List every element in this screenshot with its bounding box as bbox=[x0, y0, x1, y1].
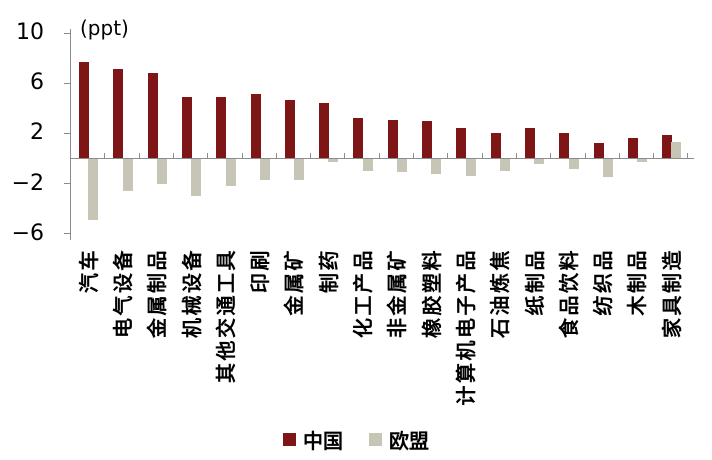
y-tick bbox=[64, 183, 70, 185]
x-tick bbox=[687, 152, 689, 159]
bar-eu bbox=[294, 158, 305, 180]
category-label: 机械设备 bbox=[179, 248, 204, 338]
y-tick-label: −6 bbox=[11, 220, 44, 246]
category-label: 石油炼焦 bbox=[488, 248, 513, 338]
bar-eu bbox=[328, 158, 339, 163]
bar-eu bbox=[637, 158, 648, 163]
bar-china bbox=[456, 128, 467, 159]
category-label: 金属制品 bbox=[145, 248, 170, 338]
bar-eu bbox=[431, 158, 442, 174]
category-label: 木制品 bbox=[625, 248, 650, 316]
legend-item-china: 中国 bbox=[283, 425, 343, 454]
x-tick bbox=[207, 152, 209, 159]
bar-eu bbox=[534, 158, 545, 164]
bar-eu bbox=[568, 158, 579, 169]
x-tick bbox=[550, 152, 552, 159]
bar-china bbox=[181, 97, 192, 159]
category-label: 其他交通工具 bbox=[213, 248, 238, 383]
x-tick bbox=[515, 152, 517, 159]
bar-china bbox=[353, 118, 364, 159]
bar-china bbox=[490, 133, 501, 159]
bar-eu bbox=[259, 158, 270, 180]
bar-china bbox=[79, 61, 89, 159]
x-tick bbox=[275, 152, 277, 159]
bar-eu bbox=[362, 158, 373, 172]
y-tick-label: 10 bbox=[16, 20, 44, 45]
y-tick bbox=[64, 132, 70, 134]
bar-eu bbox=[499, 158, 510, 172]
bar-china bbox=[627, 138, 638, 159]
bar-china bbox=[387, 119, 398, 159]
y-tick-label: −2 bbox=[11, 170, 44, 196]
category-label: 纸制品 bbox=[522, 248, 547, 316]
bar-china bbox=[524, 128, 535, 159]
x-tick bbox=[310, 152, 312, 159]
category-label: 制药 bbox=[316, 248, 341, 293]
legend-swatch-eu bbox=[369, 432, 382, 446]
x-tick bbox=[344, 152, 346, 159]
category-label: 家具制造 bbox=[659, 248, 684, 338]
category-label: 非金属矿 bbox=[385, 248, 410, 338]
category-label: 橡胶塑料 bbox=[419, 248, 444, 338]
x-tick bbox=[138, 152, 140, 159]
category-label: 电气设备 bbox=[110, 248, 135, 338]
x-axis-line bbox=[70, 158, 694, 159]
bar-eu bbox=[465, 158, 476, 177]
y-tick-label: 6 bbox=[30, 70, 44, 96]
x-tick bbox=[653, 152, 655, 159]
category-label: 印刷 bbox=[248, 248, 273, 293]
bar-china bbox=[559, 133, 570, 159]
bar-china bbox=[319, 103, 330, 159]
y-tick bbox=[64, 82, 70, 84]
bar-eu bbox=[602, 158, 613, 178]
bar-china bbox=[147, 73, 158, 159]
bar-china bbox=[422, 120, 432, 159]
x-tick bbox=[481, 152, 483, 159]
category-label: 食品饮料 bbox=[556, 248, 581, 338]
x-tick bbox=[413, 152, 414, 159]
bar-eu bbox=[225, 158, 236, 187]
bar-eu bbox=[671, 142, 682, 159]
x-tick bbox=[241, 152, 243, 159]
bar-china bbox=[284, 99, 295, 159]
x-tick bbox=[584, 152, 586, 159]
category-label: 纺织品 bbox=[591, 248, 616, 316]
bar-eu bbox=[88, 158, 99, 220]
y-axis-line bbox=[70, 29, 71, 240]
legend-swatch-china bbox=[283, 432, 296, 446]
y-tick-label: 2 bbox=[30, 120, 44, 146]
x-tick bbox=[104, 152, 106, 159]
category-label: 汽车 bbox=[76, 248, 101, 293]
bar-china bbox=[113, 69, 124, 159]
y-tick bbox=[64, 233, 70, 235]
legend-label-eu: 欧盟 bbox=[389, 428, 429, 453]
y-tick bbox=[64, 32, 70, 34]
bar-china bbox=[593, 143, 604, 159]
bar-eu bbox=[191, 158, 202, 197]
category-label: 化工产品 bbox=[351, 248, 375, 338]
x-tick bbox=[378, 152, 380, 159]
bar-eu bbox=[122, 158, 133, 192]
bar-eu bbox=[397, 158, 407, 173]
category-label: 计算机电子产品 bbox=[453, 248, 478, 406]
bar-china bbox=[216, 97, 227, 159]
x-tick bbox=[172, 152, 174, 159]
x-tick bbox=[618, 152, 620, 159]
bar-eu bbox=[156, 158, 167, 184]
x-tick bbox=[447, 152, 449, 159]
legend: 中国 欧盟 bbox=[0, 424, 712, 454]
y-axis-unit-label: (ppt) bbox=[80, 16, 129, 40]
legend-label-china: 中国 bbox=[303, 428, 343, 453]
bar-china bbox=[250, 94, 261, 159]
legend-item-eu: 欧盟 bbox=[369, 425, 429, 454]
bar-china bbox=[662, 134, 673, 159]
category-label: 金属矿 bbox=[282, 248, 307, 316]
